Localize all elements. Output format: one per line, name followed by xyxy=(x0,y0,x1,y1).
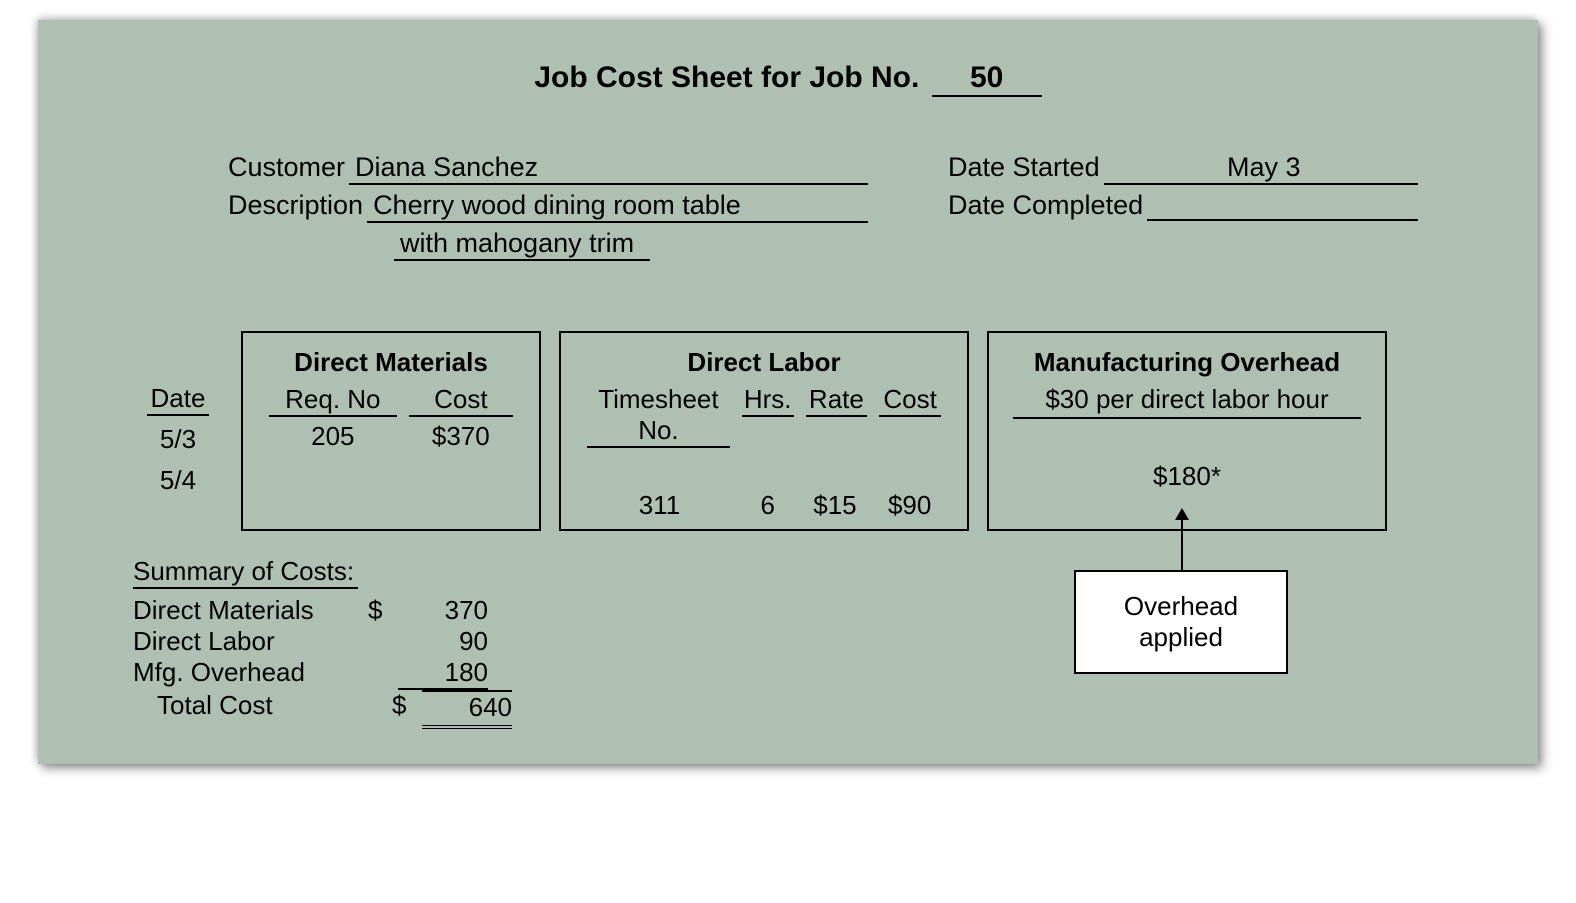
date-header: Date xyxy=(147,383,210,416)
dl-hdr-cost: Cost xyxy=(879,384,941,417)
sum-dm-dollar: $ xyxy=(368,595,398,626)
sum-dl-dollar xyxy=(368,626,398,657)
sum-mo-dollar xyxy=(368,657,398,690)
callout-text: Overhead applied xyxy=(1124,591,1238,653)
dl-r2-cost: $90 xyxy=(872,486,947,521)
dm-title: Direct Materials xyxy=(263,347,519,378)
sum-dl-label: Direct Labor xyxy=(133,626,368,657)
dm-r1-cost: $370 xyxy=(403,417,519,452)
direct-labor-box: Direct Labor Timesheet No. Hrs. Rate Cos… xyxy=(559,331,969,531)
callout-arrow-icon xyxy=(1181,510,1183,570)
header-right: Date Started May 3 Date Completed xyxy=(948,152,1418,261)
dl-hdr-tsno: Timesheet No. xyxy=(587,384,730,448)
summary-of-costs: Summary of Costs: Direct Materials $ 370… xyxy=(133,556,563,729)
dm-r2-reqno xyxy=(263,452,403,456)
sum-total-dollar: $ xyxy=(392,690,422,729)
dm-hdr-reqno: Req. No xyxy=(269,384,397,417)
mo-title: Manufacturing Overhead xyxy=(1009,347,1365,378)
dm-r2-cost xyxy=(403,452,519,456)
dl-r2-tsno: 311 xyxy=(581,486,738,521)
date-row-2: 5/4 xyxy=(133,461,223,496)
job-cost-sheet: Job Cost Sheet for Job No. 50 Customer D… xyxy=(38,20,1538,764)
dm-r1-reqno: 205 xyxy=(263,417,403,452)
customer-label: Customer xyxy=(228,152,345,185)
sum-mo-label: Mfg. Overhead xyxy=(133,657,368,690)
customer-value: Diana Sanchez xyxy=(349,152,868,185)
job-number: 50 xyxy=(932,61,1042,97)
description-line2: with mahogany trim xyxy=(394,228,650,261)
date-row-1: 5/3 xyxy=(133,420,223,455)
summary-title: Summary of Costs: xyxy=(133,556,358,589)
header-left: Customer Diana Sanchez Description Cherr… xyxy=(228,152,868,261)
sum-dm-label: Direct Materials xyxy=(133,595,368,626)
title-prefix: Job Cost Sheet for Job No. xyxy=(534,61,919,94)
dl-r2-hrs: 6 xyxy=(738,486,798,521)
header-info: Customer Diana Sanchez Description Cherr… xyxy=(228,152,1438,261)
dl-title: Direct Labor xyxy=(581,347,947,378)
sum-total-value: 640 xyxy=(422,690,512,729)
mo-rate-note: $30 per direct labor hour xyxy=(1013,384,1361,419)
dl-r2-rate: $15 xyxy=(798,486,873,521)
overhead-applied-callout: Overhead applied xyxy=(1074,570,1288,674)
date-started-value: May 3 xyxy=(1104,152,1418,185)
sum-mo-value: 180 xyxy=(398,657,488,690)
mo-value: $180* xyxy=(1009,461,1365,492)
description-line1: Cherry wood dining room table xyxy=(367,190,868,223)
sum-total-label: Total Cost xyxy=(133,690,392,729)
date-column: Date 5/3 5/4 xyxy=(133,331,223,531)
description-label: Description xyxy=(228,190,363,223)
dl-hdr-hrs: Hrs. xyxy=(742,384,794,417)
sum-dm-value: 370 xyxy=(398,595,488,626)
manufacturing-overhead-box: Manufacturing Overhead $30 per direct la… xyxy=(987,331,1387,531)
date-completed-label: Date Completed xyxy=(948,190,1143,221)
sheet-title: Job Cost Sheet for Job No. 50 xyxy=(88,61,1488,97)
cost-boxes-region: Date 5/3 5/4 Direct Materials Req. No Co… xyxy=(133,331,1488,531)
callout-line1: Overhead xyxy=(1124,591,1238,621)
dm-hdr-cost: Cost xyxy=(409,384,513,417)
direct-materials-box: Direct Materials Req. No Cost 205 $370 xyxy=(241,331,541,531)
date-completed-value xyxy=(1147,190,1418,221)
callout-line2: applied xyxy=(1139,622,1223,652)
date-started-label: Date Started xyxy=(948,152,1100,185)
dl-hdr-rate: Rate xyxy=(806,384,868,417)
sum-dl-value: 90 xyxy=(398,626,488,657)
